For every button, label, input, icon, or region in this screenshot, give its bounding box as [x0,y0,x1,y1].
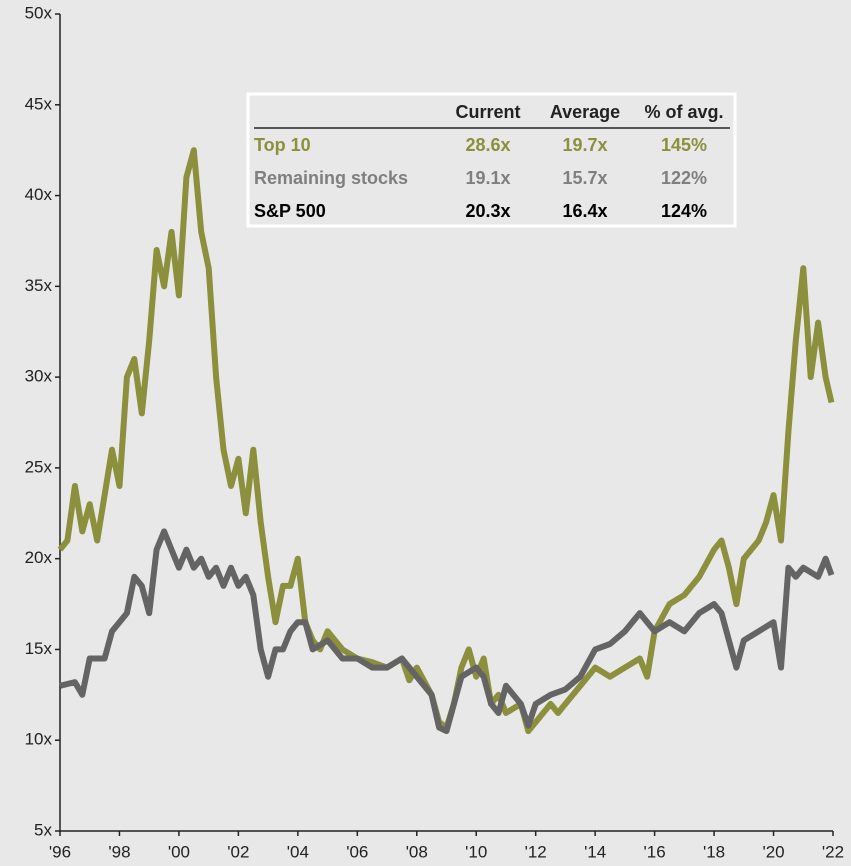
table-cell: 15.7x [562,168,607,188]
table-cell: 124% [661,201,707,221]
y-tick-label: 50x [25,3,53,22]
table-cell: 19.1x [465,168,510,188]
table-box [246,92,737,228]
series-line [59,528,835,735]
x-tick-label: '14 [584,842,606,861]
table-cell: 16.4x [562,201,607,221]
y-tick-label: 40x [25,185,53,204]
table-cell: 19.7x [562,135,607,155]
y-tick-label: 25x [25,457,53,476]
x-tick-label: '98 [108,842,130,861]
y-tick-label: 10x [25,730,53,749]
x-tick-label: '18 [703,842,725,861]
table-cell: 20.3x [465,201,510,221]
table-row-label: S&P 500 [254,201,326,221]
table-header: Average [550,102,620,122]
y-tick-label: 45x [25,94,53,113]
table-cell: 28.6x [465,135,510,155]
x-tick-label: '08 [406,842,428,861]
y-tick-label: 35x [25,276,53,295]
y-tick-label: 20x [25,548,53,567]
y-tick-label: 30x [25,367,53,386]
table-header: % of avg. [644,102,723,122]
x-tick-label: '04 [287,842,309,861]
x-tick-label: '22 [822,842,844,861]
table-cell: 145% [661,135,707,155]
table-row-label: Top 10 [254,135,311,155]
x-tick-label: '16 [644,842,666,861]
table-header: Current [455,102,520,122]
x-tick-label: '02 [227,842,249,861]
table-cell: 122% [661,168,707,188]
x-tick-label: '00 [168,842,190,861]
x-tick-label: '20 [762,842,784,861]
x-tick-label: '06 [346,842,368,861]
y-tick-label: 5x [34,820,52,839]
y-tick-label: 15x [25,639,53,658]
x-tick-label: '96 [49,842,71,861]
x-tick-label: '12 [525,842,547,861]
series-line [57,147,835,735]
x-tick-label: '10 [465,842,487,861]
table-row-label: Remaining stocks [254,168,408,188]
